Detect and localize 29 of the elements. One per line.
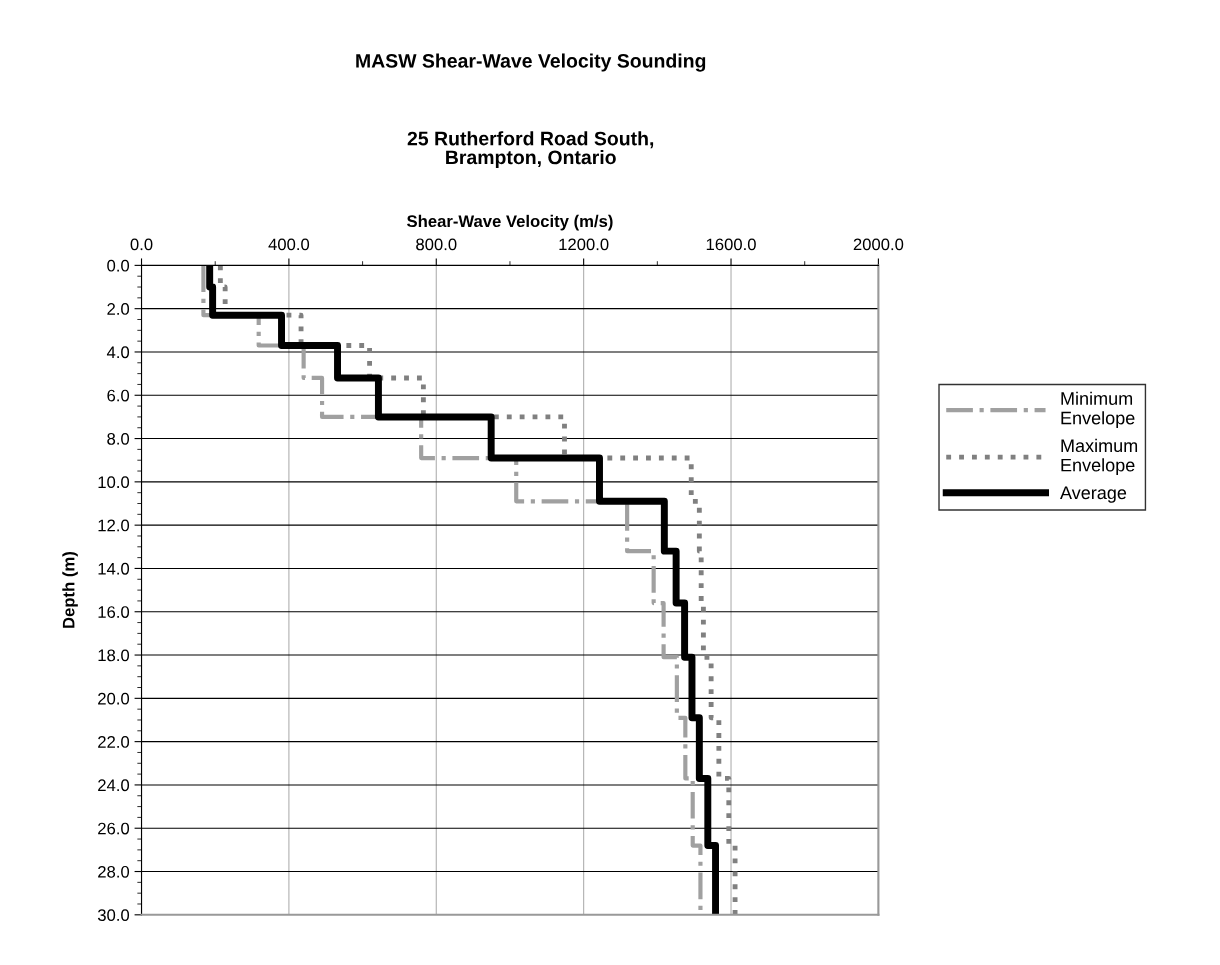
x-tick-label: 400.0 (268, 238, 310, 251)
y-tick-label: 20.0 (98, 692, 130, 705)
y-axis-title: Depth (m) (62, 552, 78, 628)
y-tick-label: 24.0 (98, 779, 130, 792)
text: Average (1060, 486, 1127, 503)
x-tick-label: 2000.0 (853, 238, 904, 251)
y-tick-label: 26.0 (98, 822, 130, 835)
chart-title: MASW Shear-Wave Velocity Sounding (356, 53, 706, 72)
y-tick-label: 0.0 (107, 259, 130, 272)
x-tick-label: 1200.0 (559, 238, 609, 251)
y-tick-label: 14.0 (98, 562, 130, 575)
y-tick-label: 16.0 (98, 606, 130, 618)
x-tick-label: 1600.0 (706, 238, 756, 251)
y-tick-label: 28.0 (98, 865, 130, 878)
y-tick-label: 6.0 (107, 389, 130, 402)
chart-subtitle: 25 Rutherford Road South, Brampton, Ontario (407, 131, 654, 169)
y-tick-label: 8.0 (107, 432, 130, 445)
text: Maximum Envelope (1061, 438, 1138, 476)
y-tick-label: 12.0 (98, 519, 130, 532)
y-tick-label: 4.0 (106, 346, 130, 359)
y-tick-label: 30.0 (97, 909, 130, 922)
y-tick-label: 22.0 (98, 736, 130, 748)
y-tick-label: 2.0 (107, 303, 130, 315)
text: Minimum Envelope (1061, 391, 1135, 428)
y-tick-label: 10.0 (98, 476, 130, 489)
y-tick-label: 18.0 (98, 649, 130, 662)
x-axis-title: Shear-Wave Velocity (m/s) (407, 214, 613, 231)
x-tick-label: 800.0 (416, 238, 457, 251)
x-tick-label: 0.0 (130, 238, 153, 251)
